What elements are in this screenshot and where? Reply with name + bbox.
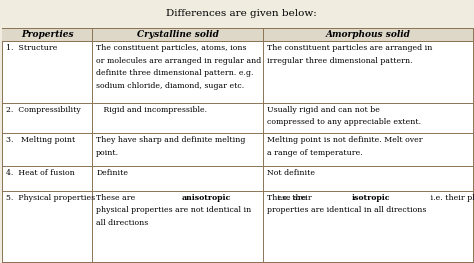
Text: These are: These are <box>96 194 138 202</box>
Text: properties are identical in all directions: properties are identical in all directio… <box>267 206 426 214</box>
Bar <box>2 28 473 41</box>
Text: or molecules are arranged in regular and: or molecules are arranged in regular and <box>96 57 262 64</box>
Text: Amorphous solid: Amorphous solid <box>326 30 410 39</box>
Text: 3.   Melting point: 3. Melting point <box>6 136 75 144</box>
Text: These are: These are <box>267 194 309 202</box>
Text: all directions: all directions <box>96 219 148 227</box>
Text: Melting point is not definite. Melt over: Melting point is not definite. Melt over <box>267 136 422 144</box>
Text: 5.  Physical properties: 5. Physical properties <box>6 194 95 202</box>
Text: The constituent particles, atoms, ions: The constituent particles, atoms, ions <box>96 44 247 52</box>
Text: compressed to any appreciable extent.: compressed to any appreciable extent. <box>267 118 421 126</box>
Text: 1.  Structure: 1. Structure <box>6 44 57 52</box>
Text: i.e. their: i.e. their <box>274 194 311 202</box>
Text: isotropic: isotropic <box>352 194 390 202</box>
Text: Crystalline solid: Crystalline solid <box>137 30 219 39</box>
Text: point.: point. <box>96 149 119 156</box>
Text: Rigid and incompressible.: Rigid and incompressible. <box>96 106 207 114</box>
Text: physical properties are not identical in: physical properties are not identical in <box>96 206 252 214</box>
Text: They have sharp and definite melting: They have sharp and definite melting <box>96 136 246 144</box>
Text: definite three dimensional pattern. e.g.: definite three dimensional pattern. e.g. <box>96 69 254 77</box>
Text: Definite: Definite <box>96 169 128 177</box>
Text: Differences are given below:: Differences are given below: <box>166 9 317 18</box>
Text: 4.  Heat of fusion: 4. Heat of fusion <box>6 169 75 177</box>
Text: 2.  Compressibility: 2. Compressibility <box>6 106 81 114</box>
Text: anisotropic: anisotropic <box>181 194 230 202</box>
Text: Usually rigid and can not be: Usually rigid and can not be <box>267 106 380 114</box>
Text: sodium chloride, diamond, sugar etc.: sodium chloride, diamond, sugar etc. <box>96 82 245 90</box>
Bar <box>2 28 473 262</box>
Text: a range of temperature.: a range of temperature. <box>267 149 363 156</box>
Text: irregular three dimensional pattern.: irregular three dimensional pattern. <box>267 57 412 64</box>
Text: The constituent particles are arranged in: The constituent particles are arranged i… <box>267 44 432 52</box>
Text: Not definite: Not definite <box>267 169 315 177</box>
Text: Properties: Properties <box>21 30 74 39</box>
Text: i.e. their physical: i.e. their physical <box>428 194 474 202</box>
